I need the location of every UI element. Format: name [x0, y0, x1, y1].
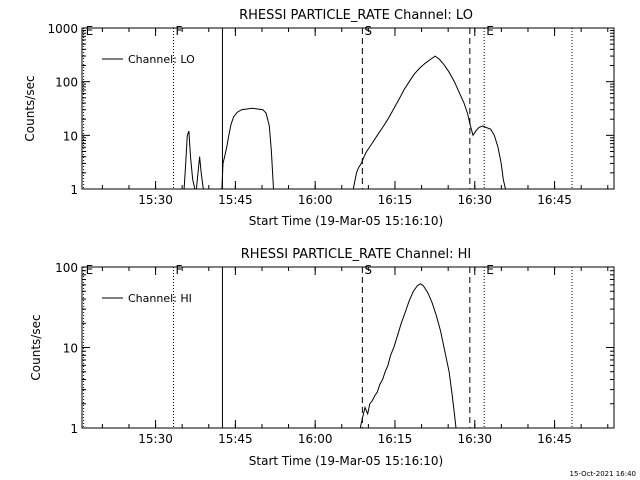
chart2-panel: RHESSI PARTICLE_RATE Channel: HI Start Ti…: [29, 247, 615, 468]
chart2-marker-label: E: [486, 263, 494, 277]
chart2-marker-label: F: [176, 263, 183, 277]
chart2-y-tick-label: 1: [70, 422, 78, 436]
chart1-marker-label: E: [486, 24, 494, 38]
chart2-x-tick-label: 15:30: [138, 432, 173, 446]
chart2-marker-label: S: [364, 263, 372, 277]
chart1-x-tick-label: 16:00: [298, 193, 333, 207]
chart1-legend-label: Channel: LO: [128, 53, 195, 66]
chart1-x-tick-label: 16:15: [378, 193, 413, 207]
chart2-x-tick-label: 16:00: [298, 432, 333, 446]
chart1-series-line: [352, 55, 506, 190]
chart1-plot-frame: [81, 27, 615, 190]
chart2-x-axis-label: Start Time (19-Mar-05 15:16:10): [249, 454, 443, 468]
chart1-y-tick-label: 10: [63, 129, 78, 143]
chart2-series-line: [359, 283, 457, 429]
chart1-x-axis-label: Start Time (19-Mar-05 15:16:10): [249, 214, 443, 228]
chart1-y-axis-label: Counts/sec: [23, 75, 37, 141]
chart1-marker-label: S: [364, 24, 372, 38]
chart2-title: RHESSI PARTICLE_RATE Channel: HI: [241, 247, 471, 262]
chart1-marker-label: F: [176, 24, 183, 38]
chart1-y-tick-label: 1: [70, 183, 78, 197]
chart1-y-tick-label: 1000: [47, 22, 78, 36]
chart2-x-tick-label: 16:15: [378, 432, 413, 446]
chart2-y-tick-label: 10: [63, 342, 78, 356]
chart1-series-line: [183, 130, 196, 190]
chart1-series-line: [221, 107, 274, 190]
chart1-x-tick-label: 15:30: [138, 193, 173, 207]
chart1-title: RHESSI PARTICLE_RATE Channel: LO: [239, 8, 473, 23]
chart1-series-line: [195, 156, 204, 190]
chart1-x-tick-label: 15:45: [218, 193, 253, 207]
chart1-panel: RHESSI PARTICLE_RATE Channel: LO Start Ti…: [23, 8, 615, 228]
chart2-y-axis-label: Counts/sec: [29, 314, 43, 380]
chart1-marker-label: E: [86, 24, 94, 38]
chart1-x-tick-label: 16:30: [457, 193, 492, 207]
footer-timestamp: 15-Oct-2021 16:40: [570, 470, 636, 478]
chart2-x-tick-label: 16:45: [537, 432, 572, 446]
chart2-y-tick-label: 100: [55, 261, 78, 275]
chart2-x-tick-label: 16:30: [457, 432, 492, 446]
chart2-marker-label: E: [86, 263, 94, 277]
chart1-x-tick-label: 16:45: [537, 193, 572, 207]
chart1-y-tick-label: 100: [55, 76, 78, 90]
chart2-legend-label: Channel: HI: [128, 292, 192, 305]
chart2-x-tick-label: 15:45: [218, 432, 253, 446]
